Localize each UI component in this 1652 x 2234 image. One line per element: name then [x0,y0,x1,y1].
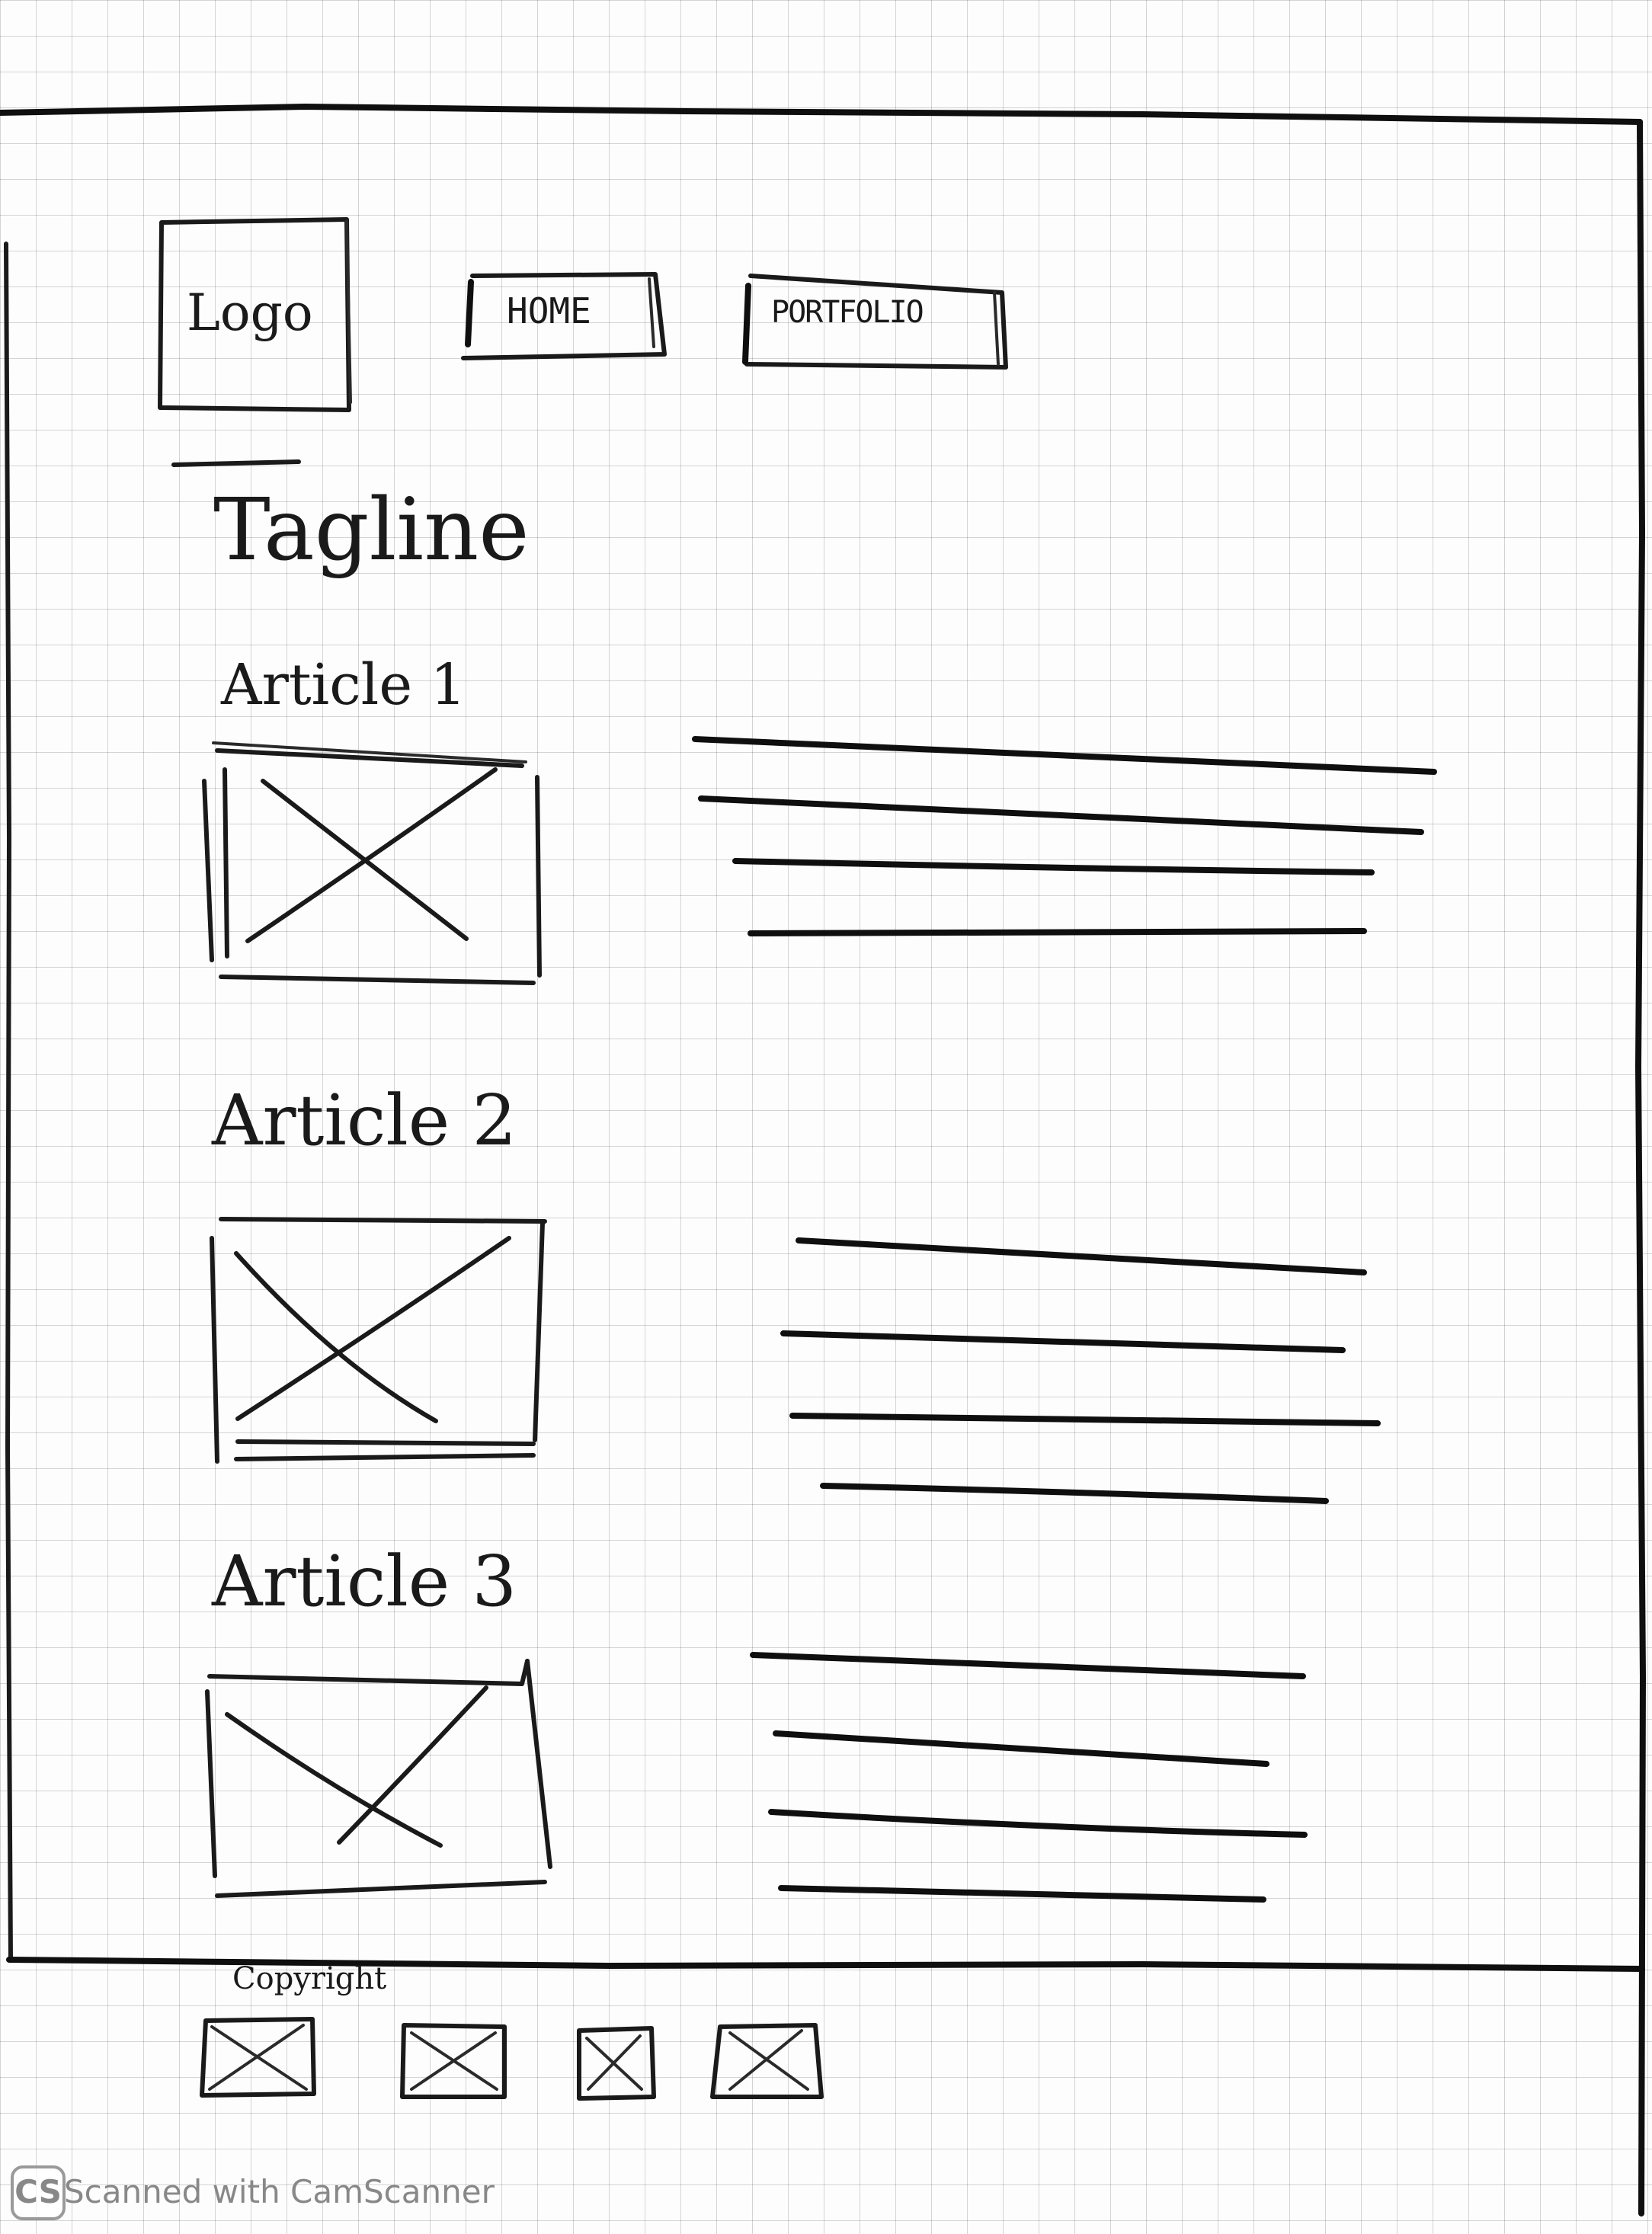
nav-home-label[interactable]: HOME [507,290,591,331]
article-2-title: Article 2 [212,1080,517,1161]
article-1-image-placeholder [202,748,542,985]
nav-portfolio-label[interactable]: PORTFOLIO [771,295,924,330]
article-2-image-placeholder [210,1217,547,1464]
copyright-text: Copyright [232,1961,387,1996]
logo-label: Logo [187,283,313,342]
article-1-title-underline [212,741,527,763]
footer-icon-4[interactable] [710,2023,824,2099]
footer-icon-2[interactable] [400,2023,507,2099]
footer-divider [6,1957,1645,1972]
portfolio-button[interactable] [742,274,1008,370]
footer-icon-1[interactable] [200,2017,316,2098]
tagline: Tagline [213,481,530,580]
scanner-watermark: Scanned with CamScanner [64,2173,495,2210]
article-2-text-lines [780,1237,1381,1504]
tagline-overline [171,459,301,467]
article-3-image-placeholder [205,1659,552,1898]
home-button[interactable] [461,272,667,360]
page-frame [0,104,1646,2216]
article-1-title: Article 1 [221,652,466,718]
footer-icon-3[interactable] [577,2026,656,2101]
article-1-text-lines [692,736,1437,936]
article-3-title: Article 3 [212,1541,517,1622]
camscanner-logo-icon: CS [11,2165,66,2220]
logo-box[interactable] [158,217,352,412]
article-3-text-lines [750,1652,1308,1903]
